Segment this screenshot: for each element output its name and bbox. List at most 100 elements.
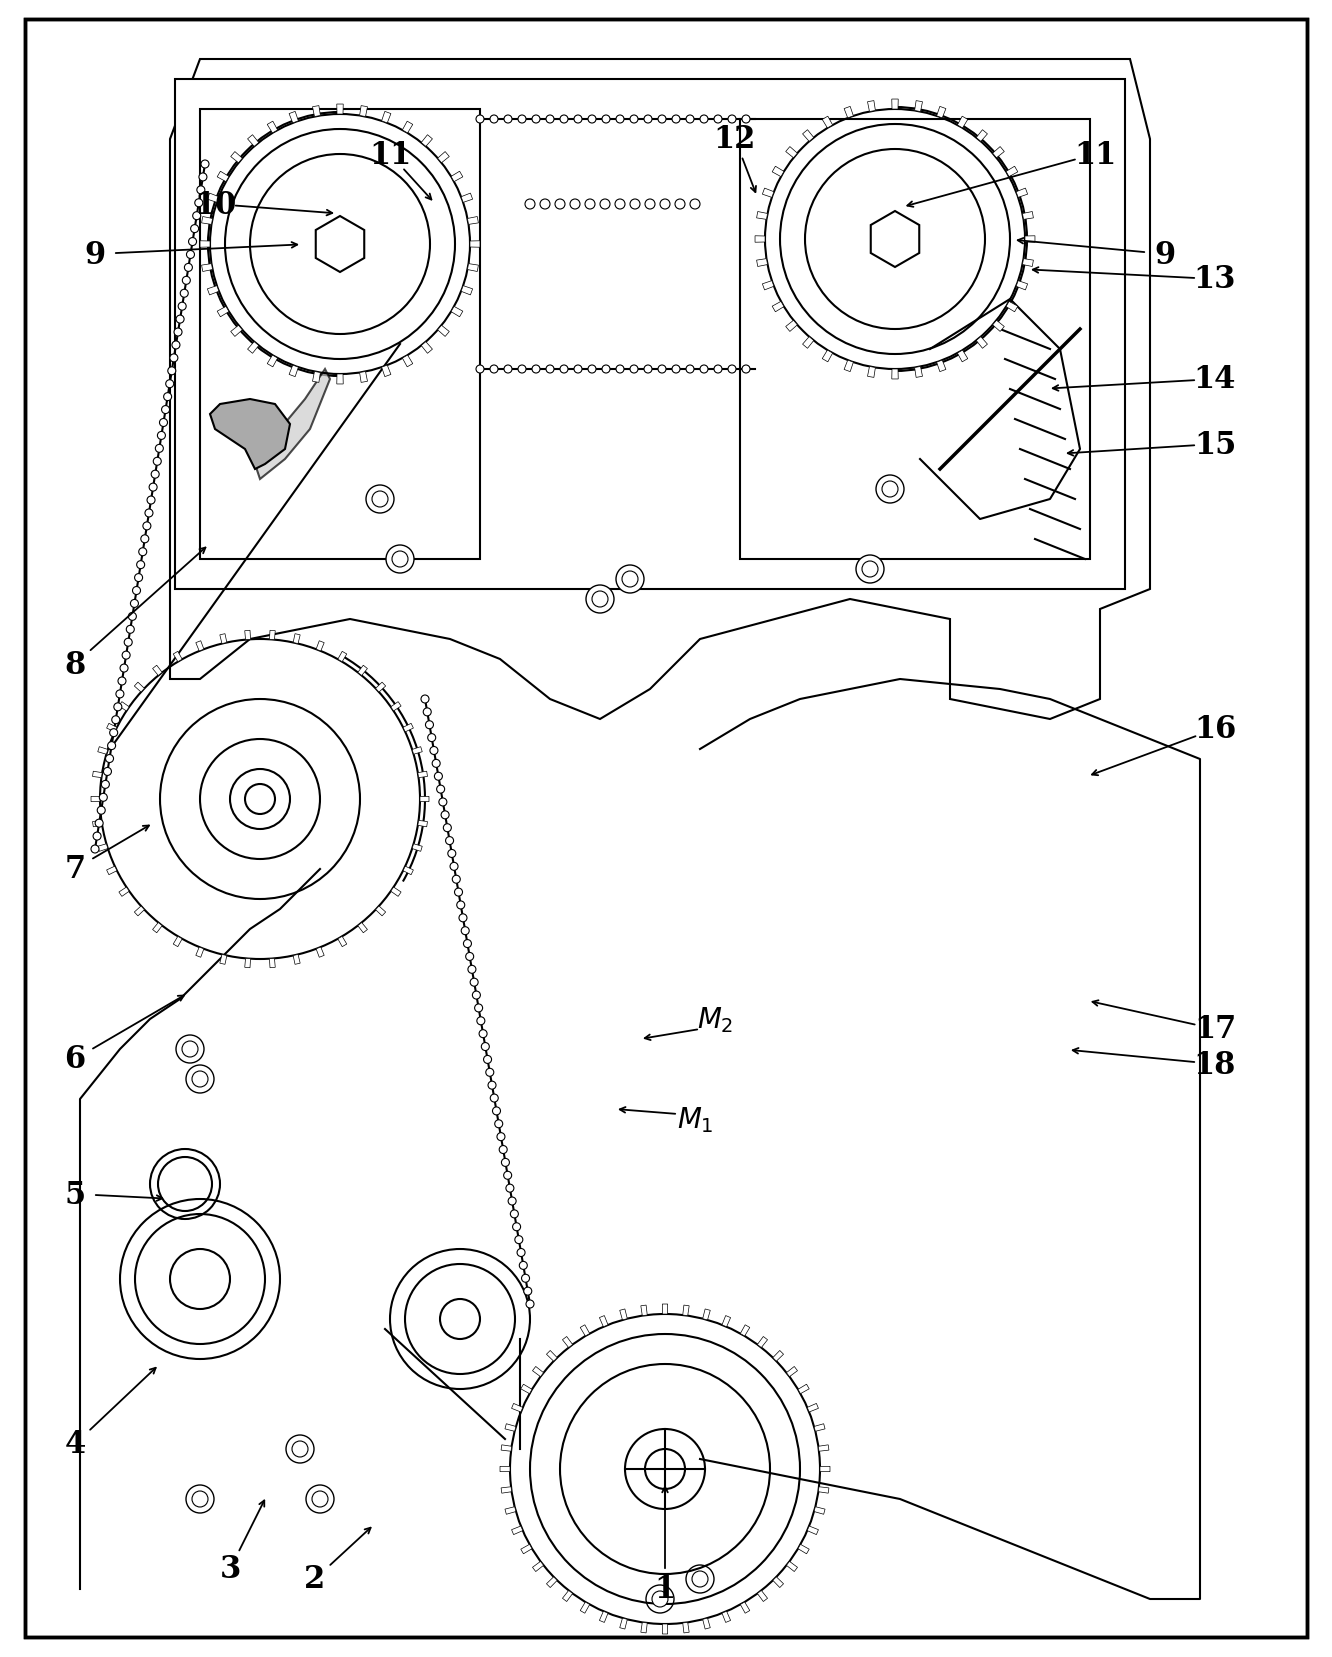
Circle shape xyxy=(876,476,904,504)
Polygon shape xyxy=(452,307,462,318)
Polygon shape xyxy=(936,361,946,373)
Circle shape xyxy=(468,966,476,974)
Polygon shape xyxy=(581,1326,590,1336)
Circle shape xyxy=(570,200,579,210)
Circle shape xyxy=(523,1287,531,1296)
Circle shape xyxy=(690,200,701,210)
Polygon shape xyxy=(230,152,242,164)
Circle shape xyxy=(503,366,511,374)
Polygon shape xyxy=(412,747,422,756)
Circle shape xyxy=(673,366,681,374)
Circle shape xyxy=(494,1120,502,1128)
Polygon shape xyxy=(107,867,117,875)
Text: 1: 1 xyxy=(654,1574,675,1604)
Circle shape xyxy=(189,239,197,247)
Circle shape xyxy=(366,486,394,514)
Polygon shape xyxy=(200,242,210,249)
Circle shape xyxy=(109,729,117,737)
Circle shape xyxy=(693,1571,709,1587)
Polygon shape xyxy=(1006,167,1018,177)
Circle shape xyxy=(197,187,205,196)
Circle shape xyxy=(128,613,136,621)
Circle shape xyxy=(164,393,172,401)
Circle shape xyxy=(198,174,206,182)
Text: 14: 14 xyxy=(1193,365,1236,396)
Polygon shape xyxy=(208,194,218,204)
Polygon shape xyxy=(248,136,258,147)
Circle shape xyxy=(659,200,670,210)
Polygon shape xyxy=(135,683,144,693)
Circle shape xyxy=(186,1485,214,1513)
Polygon shape xyxy=(468,217,478,225)
Polygon shape xyxy=(268,123,277,134)
Circle shape xyxy=(602,366,610,374)
Polygon shape xyxy=(269,959,276,968)
Polygon shape xyxy=(404,724,413,732)
Polygon shape xyxy=(619,1309,627,1321)
Polygon shape xyxy=(807,1526,818,1534)
Circle shape xyxy=(586,585,614,613)
Polygon shape xyxy=(619,1619,627,1629)
Circle shape xyxy=(729,116,737,124)
Circle shape xyxy=(437,785,445,794)
Polygon shape xyxy=(662,1304,667,1314)
Circle shape xyxy=(108,742,116,751)
Circle shape xyxy=(587,366,595,374)
Polygon shape xyxy=(703,1309,710,1321)
Polygon shape xyxy=(641,1306,647,1316)
Circle shape xyxy=(658,116,666,124)
Circle shape xyxy=(599,200,610,210)
Polygon shape xyxy=(420,797,429,802)
Polygon shape xyxy=(316,948,324,958)
Circle shape xyxy=(559,116,567,124)
Text: 5: 5 xyxy=(64,1178,85,1210)
Circle shape xyxy=(506,1185,514,1193)
Polygon shape xyxy=(337,374,344,384)
Circle shape xyxy=(119,678,127,686)
Polygon shape xyxy=(438,152,449,164)
Polygon shape xyxy=(891,370,898,379)
Polygon shape xyxy=(402,123,413,134)
Polygon shape xyxy=(208,287,218,295)
Polygon shape xyxy=(501,1486,511,1493)
Polygon shape xyxy=(337,104,344,114)
Circle shape xyxy=(673,116,681,124)
Circle shape xyxy=(645,200,655,210)
Polygon shape xyxy=(293,635,300,645)
Circle shape xyxy=(105,756,113,764)
Circle shape xyxy=(152,471,160,479)
Circle shape xyxy=(161,406,169,414)
Polygon shape xyxy=(814,1506,825,1514)
Polygon shape xyxy=(201,217,213,225)
Polygon shape xyxy=(461,287,473,295)
Circle shape xyxy=(559,366,567,374)
Circle shape xyxy=(476,366,484,374)
Polygon shape xyxy=(313,106,321,118)
Polygon shape xyxy=(741,1326,750,1336)
Circle shape xyxy=(147,497,155,505)
Circle shape xyxy=(457,901,465,910)
Polygon shape xyxy=(1006,302,1018,313)
Polygon shape xyxy=(758,1591,767,1602)
Polygon shape xyxy=(438,326,449,338)
Polygon shape xyxy=(521,1544,531,1554)
Circle shape xyxy=(182,1041,198,1057)
Circle shape xyxy=(490,116,498,124)
Circle shape xyxy=(464,940,472,948)
Circle shape xyxy=(539,200,550,210)
Circle shape xyxy=(245,784,274,815)
Circle shape xyxy=(441,812,449,819)
Polygon shape xyxy=(786,1367,798,1377)
Circle shape xyxy=(476,116,484,124)
Text: 18: 18 xyxy=(1193,1049,1236,1080)
Polygon shape xyxy=(360,373,368,383)
Text: 15: 15 xyxy=(1193,429,1236,461)
Circle shape xyxy=(192,1072,208,1087)
Polygon shape xyxy=(92,820,103,827)
Circle shape xyxy=(454,888,462,896)
Circle shape xyxy=(432,761,440,767)
FancyBboxPatch shape xyxy=(741,119,1090,560)
Text: 11: 11 xyxy=(1074,139,1116,171)
Polygon shape xyxy=(844,108,854,119)
Circle shape xyxy=(470,979,478,986)
